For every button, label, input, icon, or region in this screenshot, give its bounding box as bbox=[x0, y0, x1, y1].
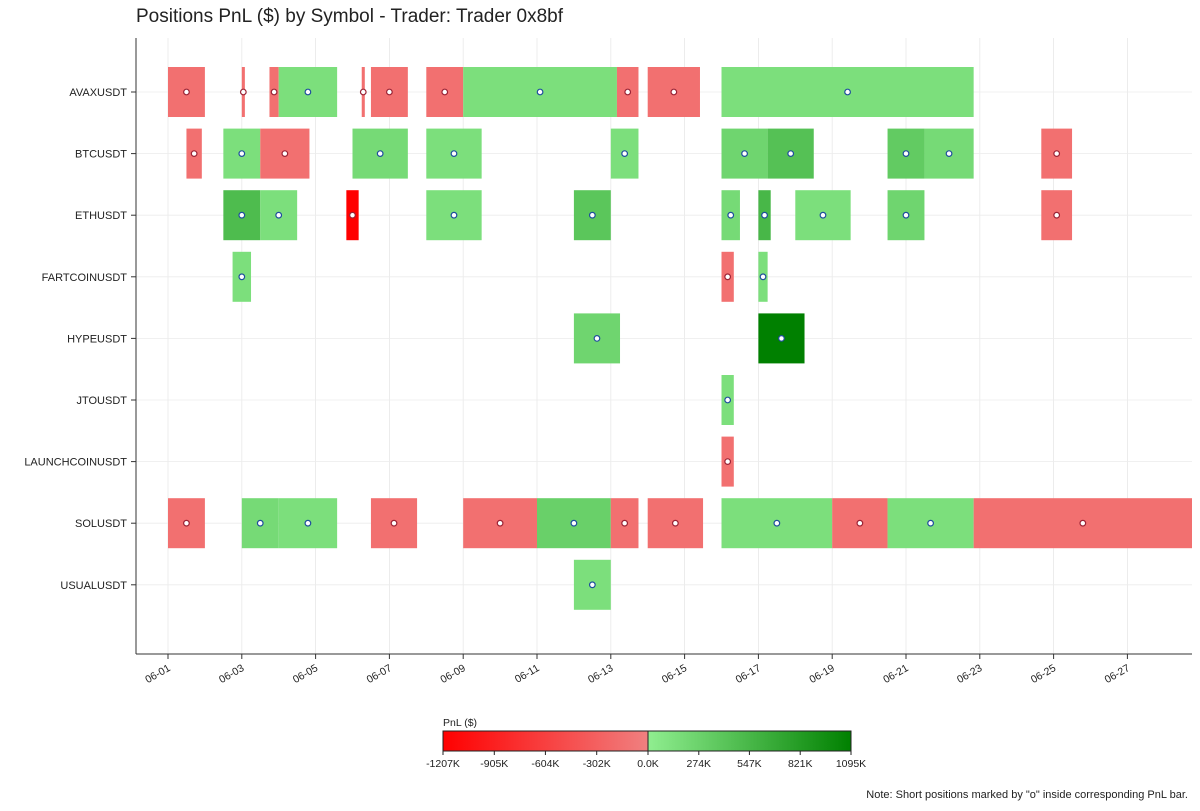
short-marker bbox=[450, 150, 458, 158]
y-tick-label: SOLUSDT bbox=[75, 518, 127, 530]
short-marker bbox=[902, 150, 910, 158]
x-tick-label: 06-15 bbox=[660, 662, 689, 686]
short-marker bbox=[304, 88, 312, 96]
short-marker bbox=[275, 211, 283, 219]
colorbar: PnL ($) -1207K -905K -604K -302K 0.0K 274K 547K… bbox=[426, 717, 866, 770]
x-axis-labels: 06-01 06-03 06-05 06-07 06-09 06-11 06-13 06-15… bbox=[143, 662, 1132, 686]
short-marker bbox=[819, 211, 827, 219]
short-marker bbox=[376, 150, 384, 158]
x-tick-label: 06-07 bbox=[365, 662, 394, 686]
colorbar-positive bbox=[648, 731, 851, 751]
x-tick-label: 06-23 bbox=[955, 662, 984, 686]
colorbar-tick-label: 0.0K bbox=[637, 758, 659, 770]
short-marker bbox=[239, 88, 247, 96]
short-marker bbox=[621, 150, 629, 158]
axes bbox=[131, 38, 1192, 659]
colorbar-tick-label: -1207K bbox=[426, 758, 460, 770]
short-marker bbox=[238, 150, 246, 158]
chart-title: Positions PnL ($) by Symbol - Trader: Tr… bbox=[136, 6, 563, 27]
short-marker bbox=[536, 88, 544, 96]
short-marker bbox=[386, 88, 393, 96]
short-marker bbox=[856, 519, 864, 527]
short-marker bbox=[621, 519, 629, 527]
short-marker bbox=[349, 211, 356, 219]
colorbar-frame bbox=[442, 730, 852, 752]
short-marker bbox=[450, 211, 458, 219]
short-marker bbox=[773, 519, 781, 527]
colorbar-negative bbox=[443, 731, 648, 751]
short-marker bbox=[593, 335, 601, 342]
short-marker bbox=[238, 211, 246, 219]
y-tick-label: BTCUSDT bbox=[75, 149, 127, 161]
short-marker bbox=[256, 519, 264, 527]
short-marker bbox=[588, 211, 596, 219]
y-tick-label: LAUNCHCOINUSDT bbox=[24, 457, 127, 469]
short-marker bbox=[778, 335, 785, 342]
colorbar-tick-label: 1095K bbox=[836, 758, 866, 770]
x-tick-label: 06-05 bbox=[291, 662, 320, 686]
short-marker bbox=[496, 519, 504, 527]
short-marker bbox=[741, 150, 748, 158]
x-tick-label: 06-17 bbox=[734, 662, 763, 686]
short-marker bbox=[1079, 519, 1087, 527]
x-tick-label: 06-13 bbox=[586, 662, 615, 686]
short-marker bbox=[671, 519, 679, 527]
short-marker bbox=[359, 88, 367, 96]
short-marker bbox=[724, 273, 732, 281]
x-tick-label: 06-03 bbox=[217, 662, 246, 686]
x-tick-label: 06-21 bbox=[881, 662, 910, 686]
short-marker bbox=[304, 519, 312, 527]
short-marker bbox=[441, 88, 449, 96]
colorbar-tick-label: 274K bbox=[687, 758, 712, 770]
short-marker bbox=[844, 88, 851, 96]
short-marker bbox=[1053, 211, 1061, 219]
colorbar-tick-label: -604K bbox=[531, 758, 559, 770]
short-marker bbox=[1053, 150, 1061, 158]
y-tick-label: USUALUSDT bbox=[60, 580, 127, 592]
y-tick-label: AVAXUSDT bbox=[69, 87, 127, 99]
short-markers bbox=[183, 88, 1087, 589]
short-marker bbox=[570, 519, 578, 527]
short-marker bbox=[945, 150, 953, 158]
x-tick-label: 06-11 bbox=[513, 662, 542, 686]
short-marker bbox=[787, 150, 795, 158]
x-tick-label: 06-01 bbox=[143, 662, 172, 686]
short-marker bbox=[270, 88, 278, 96]
short-marker bbox=[183, 88, 190, 96]
x-tick-label: 06-19 bbox=[807, 662, 836, 686]
short-marker bbox=[588, 581, 596, 589]
x-tick-label: 06-25 bbox=[1029, 662, 1058, 686]
short-marker bbox=[190, 150, 198, 158]
short-marker bbox=[238, 273, 246, 281]
short-marker bbox=[761, 211, 768, 219]
short-marker bbox=[902, 211, 910, 219]
colorbar-tick-label: -302K bbox=[583, 758, 611, 770]
y-tick-label: JTOUSDT bbox=[76, 395, 127, 407]
short-marker bbox=[724, 458, 732, 466]
short-marker bbox=[390, 519, 398, 527]
y-tick-label: FARTCOINUSDT bbox=[42, 272, 128, 284]
x-tick-label: 06-09 bbox=[438, 662, 467, 686]
colorbar-tick-label: -905K bbox=[480, 758, 508, 770]
short-marker bbox=[670, 88, 678, 96]
short-marker bbox=[624, 88, 632, 96]
colorbar-tick-label: 547K bbox=[737, 758, 762, 770]
short-marker bbox=[281, 150, 289, 158]
short-marker bbox=[724, 396, 732, 404]
y-axis-labels: AVAXUSDT BTCUSDT ETHUSDT FARTCOINUSDT HYPEUS… bbox=[24, 87, 127, 592]
y-tick-label: HYPEUSDT bbox=[67, 333, 127, 345]
short-marker bbox=[183, 519, 190, 527]
colorbar-tick-label: 821K bbox=[788, 758, 813, 770]
short-marker bbox=[759, 273, 767, 281]
footnote: Note: Short positions marked by "o" insi… bbox=[866, 789, 1188, 801]
short-marker bbox=[927, 519, 934, 527]
colorbar-title: PnL ($) bbox=[443, 717, 477, 729]
x-tick-label: 06-27 bbox=[1103, 662, 1132, 686]
y-tick-label: ETHUSDT bbox=[75, 210, 127, 222]
short-marker bbox=[727, 211, 735, 219]
